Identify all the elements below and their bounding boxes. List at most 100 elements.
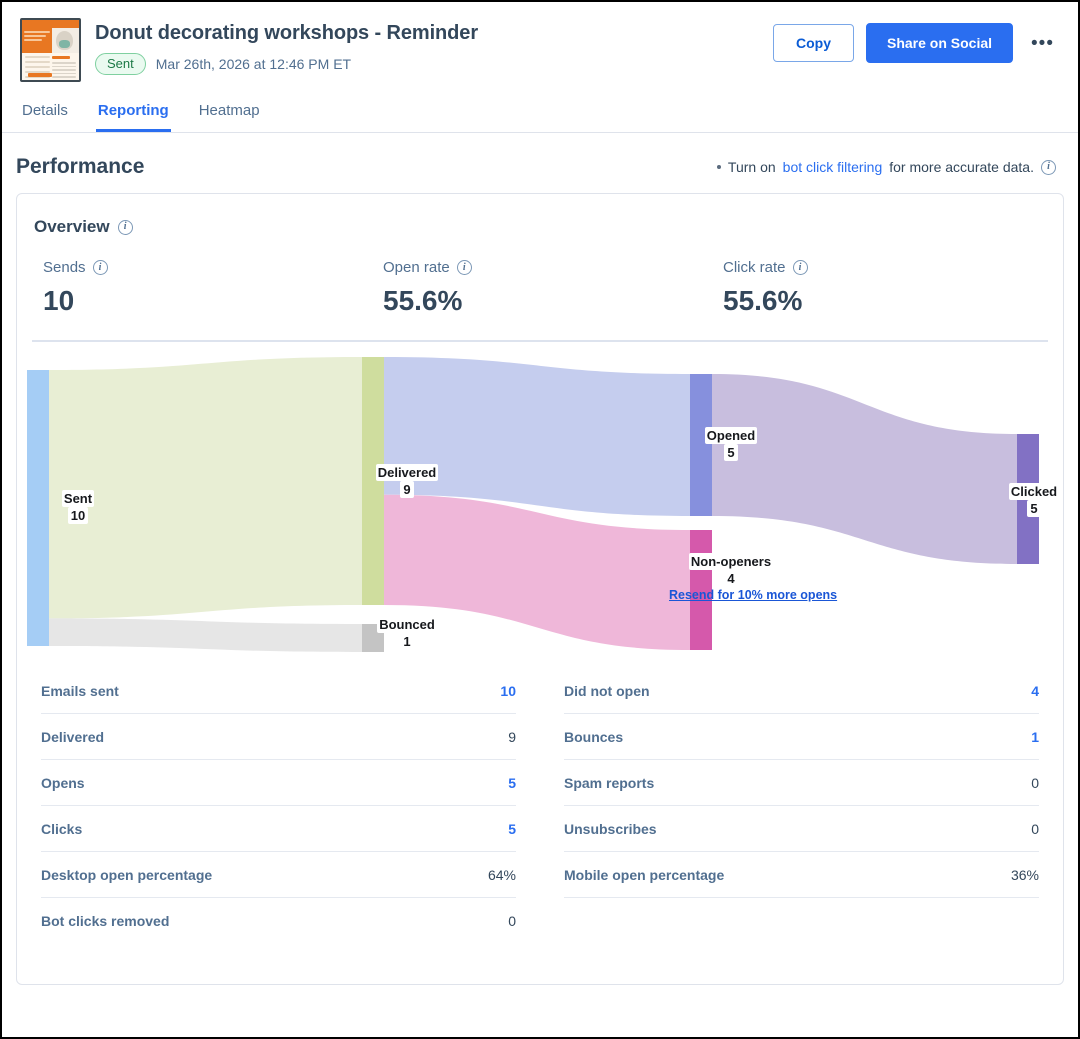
bot-click-notice: Turn on bot click filtering for more acc… xyxy=(716,159,1056,175)
bot-click-filtering-link[interactable]: bot click filtering xyxy=(782,159,883,175)
stat-label: Opens xyxy=(41,775,85,791)
send-date: Mar 26th, 2026 at 12:46 PM ET xyxy=(155,56,352,72)
sankey-link-sent-to-bounced[interactable] xyxy=(49,618,362,652)
sankey-links xyxy=(49,357,1017,652)
page-header: Donut decorating workshops - Reminder Se… xyxy=(2,2,1078,88)
stat-value[interactable]: 1 xyxy=(1031,729,1039,745)
stats-column-left: Emails sent 10 Delivered 9 Opens 5 Clicks 5 Desk… xyxy=(41,668,540,943)
stat-value: 64% xyxy=(487,867,516,883)
metric-click-rate-label-row: Click rate i xyxy=(723,259,1063,276)
sankey-node-delivered[interactable] xyxy=(362,357,384,605)
sankey-node-non-openers[interactable] xyxy=(690,530,712,650)
sankey-link-opened-to-clicked[interactable] xyxy=(712,374,1017,564)
metric-open-rate-value: 55.6% xyxy=(383,285,463,316)
stat-label: Unsubscribes xyxy=(564,821,657,837)
section-divider xyxy=(32,340,1048,342)
sankey-node-sent[interactable] xyxy=(27,370,49,646)
table-row: Desktop open percentage 64% xyxy=(41,852,516,898)
email-thumbnail[interactable] xyxy=(20,18,81,82)
stat-label: Delivered xyxy=(41,729,105,745)
sankey-link-sent-to-delivered[interactable] xyxy=(49,357,362,619)
table-row: Delivered 9 xyxy=(41,714,516,760)
stat-label: Spam reports xyxy=(564,775,655,791)
thumbnail-hero-text xyxy=(22,28,52,53)
metrics-row: Sends i 10 Open rate i 55.6% Click rate … xyxy=(17,237,1063,317)
stats-table: Emails sent 10 Delivered 9 Opens 5 Clicks 5 Desk… xyxy=(17,662,1063,943)
stat-label: Mobile open percentage xyxy=(564,867,725,883)
tab-details[interactable]: Details xyxy=(20,96,70,132)
page-title: Donut decorating workshops - Reminder xyxy=(95,22,478,44)
overview-title-row: Overview i xyxy=(17,194,1063,237)
thumbnail-cta xyxy=(28,73,52,77)
header-actions: Copy Share on Social ••• xyxy=(772,18,1060,63)
info-icon-bot-click[interactable]: i xyxy=(1041,159,1056,175)
overview-title: Overview xyxy=(34,217,110,236)
metric-click-rate-value: 55.6% xyxy=(723,285,803,316)
thumbnail-hero xyxy=(22,28,79,53)
table-row: Clicks 5 xyxy=(41,806,516,852)
table-row: Opens 5 xyxy=(41,760,516,806)
copy-button[interactable]: Copy xyxy=(772,24,854,62)
stat-value: 0 xyxy=(1031,821,1039,837)
stat-value[interactable]: 10 xyxy=(500,683,516,699)
table-row: Bot clicks removed 0 xyxy=(41,898,516,943)
table-row: Mobile open percentage 36% xyxy=(564,852,1039,898)
metric-open-rate-label-row: Open rate i xyxy=(383,259,723,276)
share-on-social-button[interactable]: Share on Social xyxy=(865,23,1014,63)
metric-sends-value: 10 xyxy=(43,285,75,316)
header-subline: Sent Mar 26th, 2026 at 12:46 PM ET xyxy=(95,53,773,75)
stat-value[interactable]: 5 xyxy=(508,775,516,791)
status-badge: Sent xyxy=(95,53,146,75)
info-icon-overview[interactable]: i xyxy=(117,219,133,235)
metric-sends: Sends i 10 xyxy=(43,259,383,317)
metric-open-rate: Open rate i 55.6% xyxy=(383,259,723,317)
notice-suffix: for more accurate data. xyxy=(889,159,1034,175)
sankey-chart: Sent 10 Delivered 9 Bounced 1 Opened 5 Non-opene… xyxy=(17,352,1063,662)
stat-label: Bot clicks removed xyxy=(41,913,170,929)
performance-header-row: Performance Turn on bot click filtering … xyxy=(2,133,1078,193)
stat-value: 36% xyxy=(1010,867,1039,883)
notice-prefix: Turn on xyxy=(727,159,776,175)
info-icon-click-rate[interactable]: i xyxy=(792,260,808,275)
sankey-link-delivered-to-non-openers[interactable] xyxy=(384,494,690,650)
metric-click-rate: Click rate i 55.6% xyxy=(723,259,1063,317)
metric-sends-label-row: Sends i xyxy=(43,259,383,276)
bullet-icon xyxy=(716,165,721,169)
sankey-node-bounced[interactable] xyxy=(362,624,384,652)
thumbnail-hero-image xyxy=(51,28,79,53)
tab-heatmap[interactable]: Heatmap xyxy=(197,96,262,132)
metric-open-rate-label: Open rate xyxy=(383,259,450,276)
thumbnail-col-right xyxy=(51,56,76,80)
metric-click-rate-label: Click rate xyxy=(723,259,786,276)
stat-value: 0 xyxy=(1031,775,1039,791)
table-row: Unsubscribes 0 xyxy=(564,806,1039,852)
sankey-node-opened[interactable] xyxy=(690,374,712,516)
stat-label: Emails sent xyxy=(41,683,119,699)
more-options-icon[interactable]: ••• xyxy=(1025,30,1060,57)
stat-label: Clicks xyxy=(41,821,83,837)
tab-reporting[interactable]: Reporting xyxy=(95,96,171,132)
header-text-block: Donut decorating workshops - Reminder Se… xyxy=(95,18,773,75)
performance-title: Performance xyxy=(16,155,145,178)
stat-value: 9 xyxy=(508,729,516,745)
sankey-svg xyxy=(27,357,1039,652)
metric-sends-label: Sends xyxy=(43,259,86,276)
stat-label: Desktop open percentage xyxy=(41,867,213,883)
info-icon-open-rate[interactable]: i xyxy=(456,260,472,275)
dog-photo-icon xyxy=(55,31,73,50)
tab-bar: Details Reporting Heatmap xyxy=(2,96,1078,133)
stat-value: 0 xyxy=(508,913,516,929)
info-icon-sends[interactable]: i xyxy=(92,260,108,275)
overview-card: Overview i Sends i 10 Open rate i 55.6% xyxy=(16,193,1064,985)
stat-label: Bounces xyxy=(564,729,624,745)
sankey-link-delivered-to-opened[interactable] xyxy=(384,357,690,516)
stat-value[interactable]: 4 xyxy=(1031,683,1039,699)
stat-label: Did not open xyxy=(564,683,650,699)
table-row: Did not open 4 xyxy=(564,668,1039,714)
stats-column-right: Did not open 4 Bounces 1 Spam reports 0 Unsubs… xyxy=(540,668,1039,943)
table-row: Spam reports 0 xyxy=(564,760,1039,806)
stat-value[interactable]: 5 xyxy=(508,821,516,837)
sankey-node-clicked[interactable] xyxy=(1017,434,1039,564)
table-row: Bounces 1 xyxy=(564,714,1039,760)
